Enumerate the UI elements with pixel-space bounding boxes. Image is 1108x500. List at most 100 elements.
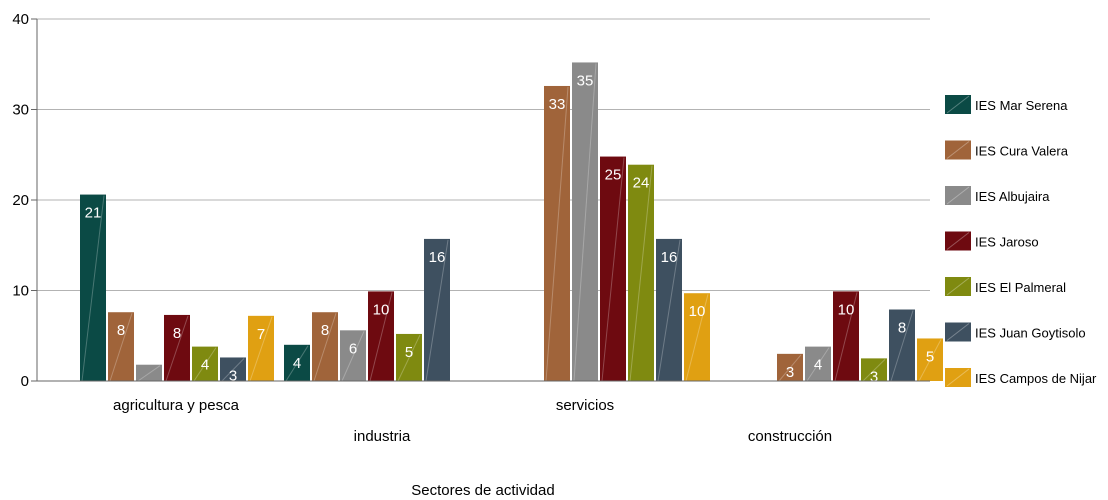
bar-highlight <box>601 157 625 382</box>
data-label: 21 <box>85 205 102 222</box>
bar-highlight <box>137 365 161 382</box>
data-label: 10 <box>838 301 855 318</box>
grid-lines <box>37 18 930 291</box>
bar-highlight <box>249 316 273 382</box>
bar-highlight <box>862 359 886 382</box>
bar-highlight <box>778 354 802 382</box>
bar-highlight <box>369 292 393 382</box>
y-axis: 0 10 20 30 40 <box>12 11 38 390</box>
data-label: 16 <box>429 249 446 266</box>
bar <box>805 346 831 381</box>
y-tick-label: 40 <box>12 11 29 28</box>
bar <box>572 62 598 381</box>
x-axis: agricultura y pesca industria servicios con… <box>37 380 930 445</box>
bar-highlight <box>165 315 189 382</box>
legend-swatch <box>945 186 971 205</box>
bar-highlight <box>545 86 569 382</box>
bar <box>192 346 218 381</box>
y-tick-label: 20 <box>12 192 29 209</box>
legend-swatch-highlight <box>946 277 970 296</box>
data-label: 10 <box>689 303 706 320</box>
bar <box>80 194 106 381</box>
data-label: 5 <box>405 344 413 361</box>
data-label: 8 <box>321 322 329 339</box>
legend-swatch-highlight <box>946 323 970 341</box>
bar <box>136 364 162 381</box>
bar-highlight <box>341 331 365 382</box>
x-category-label: construcción <box>748 428 832 445</box>
legend-swatch <box>945 368 971 387</box>
x-axis-title: Sectores de actividad <box>411 482 554 499</box>
bar <box>340 330 366 381</box>
data-label: 10 <box>373 301 390 318</box>
bar <box>164 314 190 381</box>
y-tick-label: 0 <box>21 373 29 390</box>
legend-label: IES El Palmeral <box>975 280 1066 295</box>
bar-highlight <box>629 165 653 382</box>
bar <box>684 293 710 381</box>
legend-label: IES Mar Serena <box>975 98 1068 113</box>
y-tick-label: 30 <box>12 102 29 119</box>
bar-highlight <box>285 345 309 382</box>
bar <box>656 238 682 381</box>
x-category-label: industria <box>354 428 411 445</box>
bar <box>368 291 394 381</box>
data-label: 6 <box>349 340 357 357</box>
y-tick-label: 10 <box>12 283 29 300</box>
legend-swatch <box>945 231 971 251</box>
legend-swatch-highlight <box>946 141 970 159</box>
data-label: 16 <box>661 249 678 266</box>
data-label: 4 <box>293 355 301 372</box>
bar <box>248 315 274 381</box>
data-label: 25 <box>605 167 622 184</box>
bar-highlight <box>81 195 105 382</box>
data-label: 7 <box>257 326 265 343</box>
legend-swatch-highlight <box>946 368 970 387</box>
data-label: 24 <box>633 175 650 192</box>
legend-swatch <box>945 322 971 342</box>
data-label: 3 <box>870 368 878 385</box>
bar-highlight <box>657 239 681 382</box>
data-label: 5 <box>926 348 934 365</box>
bar <box>861 358 887 381</box>
x-category-label: servicios <box>556 397 614 414</box>
data-label: 4 <box>814 357 822 374</box>
legend-label: IES Juan Goytisolo <box>975 326 1086 341</box>
bar <box>424 238 450 381</box>
data-label: 3 <box>229 367 237 384</box>
data-label: 8 <box>173 325 181 342</box>
bar <box>917 338 943 381</box>
bar-highlight <box>313 313 337 382</box>
data-label: 35 <box>577 72 594 89</box>
bar <box>284 344 310 381</box>
bar-highlight <box>397 334 421 382</box>
legend-swatch <box>945 140 971 160</box>
legend-label: IES Albujaira <box>975 189 1050 204</box>
bar-highlight <box>834 292 858 382</box>
bar-highlight <box>806 347 830 382</box>
bar-highlight <box>918 339 942 382</box>
legend-label: IES Cura Valera <box>975 144 1069 159</box>
bar <box>312 312 338 381</box>
bar-highlight <box>425 239 449 382</box>
bar <box>396 333 422 381</box>
legend-swatch <box>945 277 971 296</box>
bar <box>220 357 246 381</box>
bar-highlight <box>221 358 245 382</box>
data-label: 33 <box>549 96 566 113</box>
bar-highlight <box>890 310 914 382</box>
legend-swatch <box>945 95 971 114</box>
bar <box>544 85 570 381</box>
bar-highlight <box>573 63 597 382</box>
bar <box>777 353 803 381</box>
legend-swatch-highlight <box>946 95 970 114</box>
data-label: 8 <box>898 320 906 337</box>
data-label: 4 <box>201 357 209 374</box>
x-category-label: agricultura y pesca <box>113 397 240 414</box>
bar <box>628 164 654 381</box>
bar <box>600 156 626 381</box>
legend-label: IES Jaroso <box>975 235 1039 250</box>
bar-highlight <box>685 294 709 382</box>
